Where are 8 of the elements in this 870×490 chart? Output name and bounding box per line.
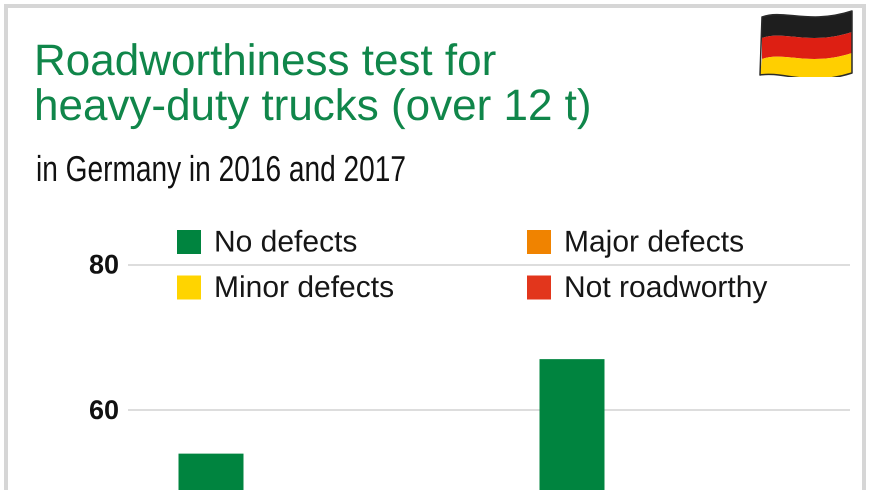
legend-label: Minor defects	[214, 271, 394, 304]
legend-label: No defects	[214, 226, 358, 258]
chart-subtitle: in Germany in 2016 and 2017	[36, 148, 406, 189]
y-tick-label: 80	[88, 250, 119, 280]
y-tick-label: 60	[88, 394, 119, 425]
legend-label: Not roadworthy	[564, 271, 768, 304]
legend-label: Major defects	[564, 226, 744, 258]
chart-title: Roadworthiness test for heavy-duty trucks (over 12 t)	[34, 36, 593, 130]
